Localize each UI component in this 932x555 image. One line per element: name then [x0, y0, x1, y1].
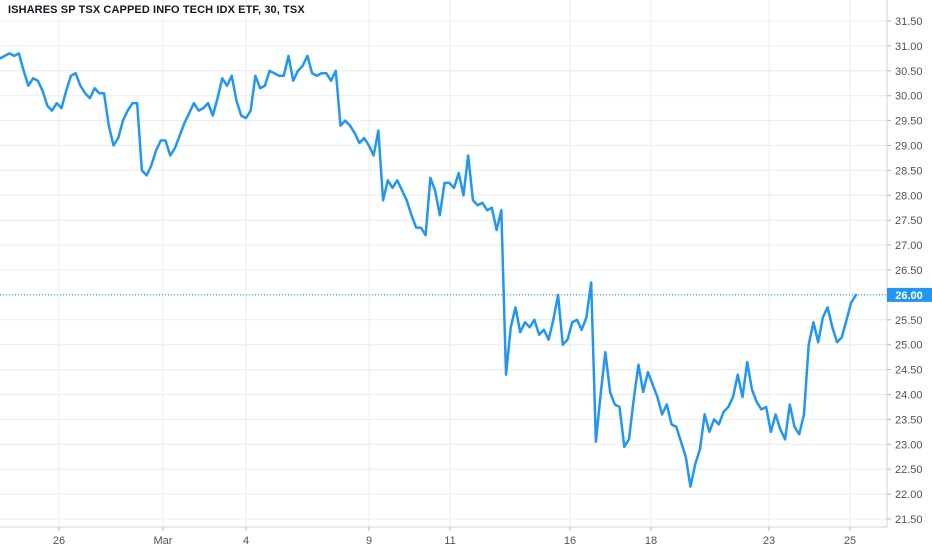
- y-tick-label: 27.50: [895, 215, 923, 227]
- vertical-gridlines: [58, 0, 851, 527]
- y-tick-label: 24.50: [895, 365, 923, 377]
- y-tick-label: 29.50: [895, 116, 923, 128]
- x-tick-label: 26: [53, 535, 65, 547]
- x-tick-label: 16: [564, 535, 576, 547]
- time-axis-labels: 26 Mar 4 9 11 16 18 23 25: [53, 527, 856, 547]
- y-tick-label: 30.00: [895, 91, 923, 103]
- x-tick-label: Mar: [154, 535, 173, 547]
- y-tick-label: 22.00: [895, 489, 923, 501]
- chart-title: ISHARES SP TSX CAPPED INFO TECH IDX ETF,…: [8, 4, 305, 16]
- last-price-badge-label: 26.00: [895, 290, 923, 302]
- x-tick-label: 9: [366, 535, 372, 547]
- y-tick-label: 29.00: [895, 141, 923, 153]
- y-tick-label: 23.00: [895, 439, 923, 451]
- y-tick-label: 26.50: [895, 265, 923, 277]
- y-tick-label: 31.00: [895, 41, 923, 53]
- last-price-badge-bg: [887, 287, 932, 302]
- y-tick-label: 22.50: [895, 464, 923, 476]
- y-tick-label: 28.50: [895, 165, 923, 177]
- y-tick-label: 25.50: [895, 315, 923, 327]
- x-tick-label: 11: [444, 535, 455, 547]
- y-tick-label: 21.50: [895, 514, 923, 526]
- y-tick-label: 27.00: [895, 240, 923, 252]
- y-tick-label: 31.50: [895, 16, 923, 28]
- horizontal-gridlines: [0, 20, 887, 520]
- x-tick-label: 25: [844, 535, 856, 547]
- y-tick-label: 30.50: [895, 66, 923, 78]
- x-tick-label: 18: [645, 535, 657, 547]
- y-tick-label: 28.00: [895, 190, 923, 202]
- x-tick-label: 23: [763, 535, 775, 547]
- last-price-badge: 26.00: [887, 287, 932, 302]
- x-tick-label: 4: [243, 535, 249, 547]
- price-axis-labels: 31.50 31.00 30.50 30.00 29.50 29.00 28.50 28.00…: [887, 16, 923, 526]
- y-tick-label: 23.50: [895, 414, 923, 426]
- y-tick-label: 24.00: [895, 390, 923, 402]
- y-tick-label: 25.00: [895, 340, 923, 352]
- price-series-line: [0, 52, 858, 488]
